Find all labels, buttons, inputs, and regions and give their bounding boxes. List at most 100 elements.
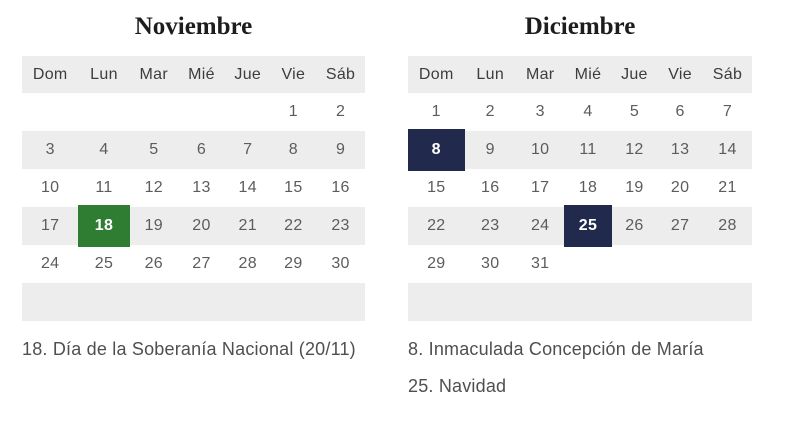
day-cell: 5	[149, 141, 159, 158]
day-cell: 21	[238, 217, 257, 234]
day-cell: 19	[625, 179, 644, 196]
month-title: Diciembre	[524, 13, 636, 40]
week-row: 15 16 17 18 19 20 21	[408, 169, 752, 207]
day-cell: 28	[238, 255, 257, 272]
day-cell: 17	[530, 179, 550, 196]
day-cell: 12	[144, 179, 163, 196]
holiday-label: 18. Día de la Soberanía Nacional (20/11)	[22, 339, 356, 359]
day-cell: 10	[530, 141, 550, 158]
empty-day-cell	[657, 245, 703, 283]
day-cell: 4	[99, 141, 109, 158]
day-cell: 31	[530, 255, 550, 272]
empty-day-cell	[465, 283, 516, 321]
day-cell: 15	[427, 179, 446, 196]
empty-day-cell	[316, 283, 365, 321]
weekday-header: Lun	[476, 65, 505, 83]
day-cell: 30	[331, 255, 350, 272]
week-row: 22 23 24 25 26 27 28	[408, 205, 752, 247]
day-cell: 27	[670, 217, 690, 234]
day-cell: 14	[718, 141, 737, 158]
empty-day-cell	[271, 283, 317, 321]
empty-day-cell	[564, 245, 611, 283]
empty-day-cell	[22, 93, 78, 131]
empty-day-cell	[703, 283, 752, 321]
weekday-header: Vie	[281, 65, 306, 83]
holiday-list: 8. Inmaculada Concepción de María 25. Nav…	[408, 331, 752, 405]
day-cell: 17	[40, 217, 60, 234]
day-cell: 30	[481, 255, 500, 272]
empty-day-cell	[78, 283, 129, 321]
empty-day-cell	[516, 283, 565, 321]
weekday-header: Mié	[574, 65, 602, 83]
day-cell: 23	[331, 217, 350, 234]
day-cell: 26	[625, 217, 644, 234]
day-cell: 10	[40, 179, 60, 196]
calendar-grid: Dom Lun Mar Mié Jue Vie Sáb 1 2 3 4 5 6 7 8 9 10 11 12 13 14…	[22, 56, 365, 321]
day-cell: 6	[196, 141, 207, 158]
day-cell: 2	[485, 103, 495, 120]
day-cell: 22	[427, 217, 446, 234]
day-cell: 9	[485, 141, 495, 158]
day-cell: 19	[144, 217, 163, 234]
empty-day-cell	[22, 283, 78, 321]
day-cell: 12	[625, 141, 644, 158]
day-cell: 3	[45, 141, 55, 158]
day-cell: 16	[481, 179, 500, 196]
day-cell: 20	[192, 217, 211, 234]
week-row	[22, 283, 365, 321]
day-cell: 15	[284, 179, 303, 196]
empty-day-cell	[703, 245, 752, 283]
day-cell: 7	[243, 141, 253, 158]
day-cell: 11	[579, 141, 597, 158]
holiday-label: 8. Inmaculada Concepción de María	[408, 339, 704, 359]
week-row: 17 18 19 20 21 22 23	[22, 205, 365, 247]
day-cell: 24	[530, 217, 550, 234]
empty-day-cell	[612, 245, 658, 283]
day-cell: 1	[288, 103, 298, 120]
week-row: 8 9 10 11 12 13 14	[408, 129, 752, 171]
empty-day-cell	[657, 283, 703, 321]
weekday-header-row: Dom Lun Mar Mié Jue Vie Sáb	[408, 56, 752, 93]
day-cell: 21	[718, 179, 737, 196]
month-title: Noviembre	[134, 13, 253, 40]
day-cell: 16	[331, 179, 350, 196]
weekday-header: Mar	[525, 65, 555, 83]
empty-day-cell	[225, 283, 271, 321]
weekday-header: Dom	[418, 65, 454, 83]
day-cell: 22	[284, 217, 303, 234]
day-cell: 1	[431, 103, 441, 120]
weekday-header: Lun	[90, 65, 118, 83]
day-cell: 28	[718, 217, 737, 234]
empty-day-cell	[225, 93, 271, 131]
day-cell: 23	[481, 217, 500, 234]
day-cell: 26	[144, 255, 163, 272]
day-cell: 2	[335, 103, 346, 120]
holiday-list: 18. Día de la Soberanía Nacional (20/11)	[22, 331, 365, 368]
weekday-header: Mié	[188, 65, 215, 83]
calendar-noviembre: Noviembre Dom Lun Mar Mié Jue Vie Sáb 1 2 3 4 5 6 7 8 9…	[22, 0, 365, 368]
week-row: 3 4 5 6 7 8 9	[22, 131, 365, 169]
day-cell: 24	[40, 255, 60, 272]
day-cell: 18	[578, 179, 598, 196]
day-cell: 7	[722, 103, 733, 120]
weekday-header: Mar	[139, 65, 169, 83]
holiday-highlight: 18	[78, 205, 130, 247]
day-cell: 27	[192, 255, 211, 272]
day-cell: 3	[535, 103, 545, 120]
day-cell: 29	[284, 255, 303, 272]
day-cell: 25	[94, 255, 114, 272]
empty-day-cell	[408, 283, 465, 321]
weekday-header-row: Dom Lun Mar Mié Jue Vie Sáb	[22, 56, 365, 93]
day-cell: 4	[583, 103, 593, 120]
weekday-header: Sáb	[712, 65, 743, 83]
weekday-header: Vie	[668, 65, 692, 83]
week-row: 29 30 31	[408, 245, 752, 283]
week-row: 10 11 12 13 14 15 16	[22, 169, 365, 207]
calendar-grid: Dom Lun Mar Mié Jue Vie Sáb 1 2 3 4 5 6 7 8 9 10 11 12 13 14…	[408, 56, 752, 321]
empty-day-cell	[612, 283, 658, 321]
holiday-day-cell: 18	[78, 205, 130, 247]
holiday-day-cell: 25	[564, 205, 612, 247]
day-cell: 5	[629, 103, 640, 120]
